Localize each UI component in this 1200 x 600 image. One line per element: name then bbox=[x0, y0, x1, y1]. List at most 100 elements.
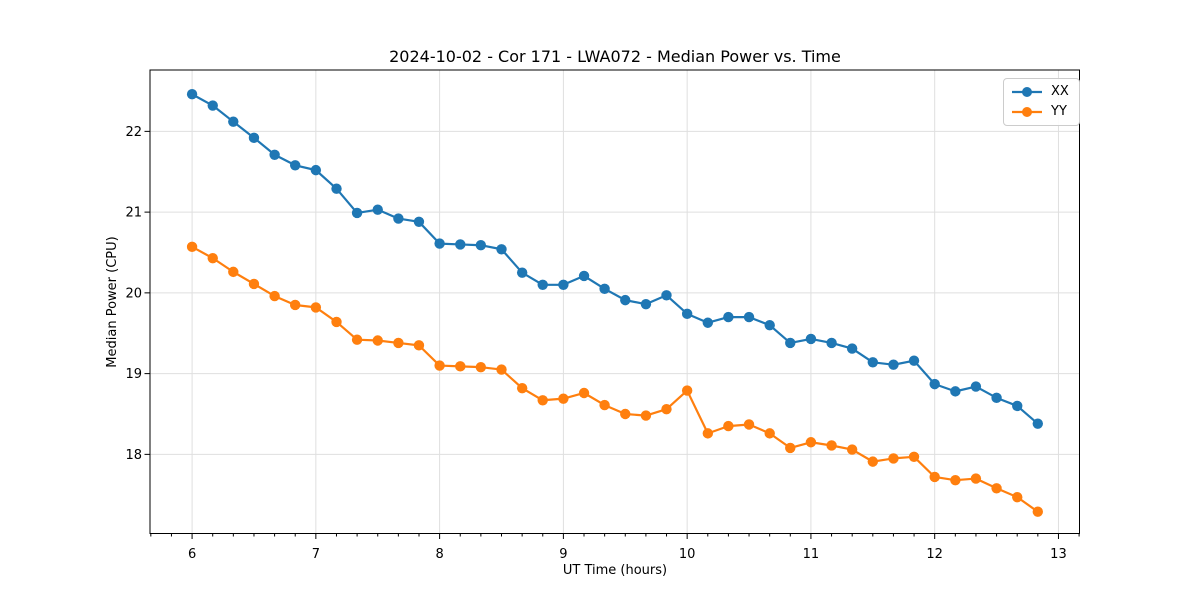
data-point-xx bbox=[929, 378, 940, 390]
series-line-xx bbox=[190, 93, 1039, 425]
data-point-xx bbox=[455, 239, 466, 250]
data-point-xx bbox=[434, 238, 445, 249]
axes-spines bbox=[149, 69, 1080, 534]
data-point-xx bbox=[908, 355, 920, 366]
data-point-yy bbox=[289, 299, 301, 311]
data-point-xx bbox=[681, 308, 693, 320]
data-point-yy bbox=[331, 316, 342, 328]
data-point-xx bbox=[516, 267, 528, 278]
data-point-xx bbox=[351, 207, 363, 219]
legend-label-yy: YY bbox=[1051, 104, 1067, 119]
y-tick-label: 22 bbox=[125, 125, 142, 140]
data-point-xx bbox=[950, 386, 961, 397]
data-point-yy bbox=[434, 360, 445, 371]
data-point-yy bbox=[269, 290, 280, 302]
chart-title: 2024-10-02 - Cor 171 - LWA072 - Median P… bbox=[389, 47, 841, 66]
data-point-xx bbox=[640, 298, 652, 310]
data-point-xx bbox=[228, 116, 239, 127]
data-point-yy bbox=[1032, 506, 1043, 517]
x-tick-label: 8 bbox=[435, 547, 443, 562]
x-tick-label: 9 bbox=[559, 547, 567, 562]
data-point-xx bbox=[269, 149, 280, 160]
data-point-xx bbox=[248, 132, 260, 144]
data-point-xx bbox=[867, 357, 879, 368]
data-point-yy bbox=[372, 335, 383, 346]
legend-item-xx: XX bbox=[1011, 83, 1069, 101]
x-axis-label: UT Time (hours) bbox=[562, 563, 668, 578]
data-point-xx bbox=[310, 164, 322, 176]
data-point-yy bbox=[950, 475, 961, 486]
data-point-yy bbox=[455, 361, 466, 372]
legend-line-marker-icon bbox=[1012, 87, 1042, 97]
y-tick-label: 18 bbox=[125, 448, 142, 463]
data-point-yy bbox=[413, 340, 425, 351]
data-point-xx bbox=[620, 294, 631, 306]
data-point-xx bbox=[578, 270, 590, 282]
legend-line-marker-icon bbox=[1012, 107, 1042, 117]
data-point-xx bbox=[1032, 418, 1043, 429]
data-point-yy bbox=[475, 361, 487, 373]
data-point-xx bbox=[413, 216, 425, 228]
data-point-xx bbox=[805, 333, 817, 345]
data-point-yy bbox=[805, 437, 817, 448]
data-point-xx bbox=[826, 337, 837, 349]
data-point-xx bbox=[372, 204, 383, 215]
data-point-xx bbox=[702, 317, 714, 328]
data-point-yy bbox=[310, 302, 322, 313]
data-point-yy bbox=[186, 241, 198, 253]
x-tick-label: 11 bbox=[803, 547, 820, 562]
series-line-yy bbox=[190, 245, 1039, 513]
data-point-yy bbox=[991, 483, 1002, 494]
x-tick-label: 6 bbox=[188, 547, 196, 562]
data-point-yy bbox=[248, 278, 260, 290]
data-point-xx bbox=[888, 359, 899, 370]
legend-label-xx: XX bbox=[1051, 84, 1069, 99]
y-tick-label: 21 bbox=[125, 206, 142, 221]
data-point-xx bbox=[599, 283, 610, 295]
data-point-xx bbox=[764, 319, 775, 331]
data-point-yy bbox=[723, 420, 734, 432]
data-point-xx bbox=[186, 89, 198, 100]
data-point-xx bbox=[475, 240, 487, 251]
data-point-xx bbox=[207, 100, 218, 111]
data-point-yy bbox=[496, 364, 507, 375]
legend-item-yy: YY bbox=[1011, 103, 1069, 121]
data-point-xx bbox=[331, 183, 342, 194]
data-point-yy bbox=[351, 334, 363, 345]
data-point-yy bbox=[620, 408, 631, 420]
y-tick-label: 20 bbox=[125, 286, 142, 301]
data-point-yy bbox=[661, 403, 672, 415]
data-point-yy bbox=[908, 451, 920, 462]
x-tick-label: 7 bbox=[312, 547, 320, 562]
data-point-yy bbox=[867, 456, 879, 467]
data-point-yy bbox=[207, 252, 218, 264]
data-point-yy bbox=[599, 399, 610, 411]
data-point-yy bbox=[681, 385, 693, 396]
data-point-yy bbox=[888, 453, 899, 464]
data-point-xx bbox=[558, 279, 569, 290]
data-point-yy bbox=[393, 337, 404, 349]
data-point-yy bbox=[846, 444, 858, 455]
x-tick-label: 13 bbox=[1050, 547, 1067, 562]
data-point-xx bbox=[970, 381, 982, 392]
y-axis-label: Median Power (CPU) bbox=[105, 236, 120, 368]
data-point-xx bbox=[991, 392, 1002, 404]
x-tick-label: 10 bbox=[679, 547, 696, 562]
data-point-yy bbox=[640, 410, 652, 421]
data-point-yy bbox=[1012, 491, 1023, 503]
data-point-yy bbox=[537, 395, 548, 406]
data-point-yy bbox=[578, 387, 590, 399]
data-point-yy bbox=[970, 473, 982, 484]
data-point-yy bbox=[785, 442, 796, 454]
y-tick-label: 19 bbox=[125, 367, 142, 382]
data-point-yy bbox=[228, 266, 239, 278]
data-point-yy bbox=[764, 428, 775, 439]
data-point-xx bbox=[846, 343, 858, 354]
data-point-yy bbox=[929, 471, 940, 483]
data-point-yy bbox=[516, 382, 528, 394]
x-tick-label: 12 bbox=[926, 547, 943, 562]
data-point-xx bbox=[393, 213, 404, 224]
data-point-yy bbox=[743, 419, 755, 430]
